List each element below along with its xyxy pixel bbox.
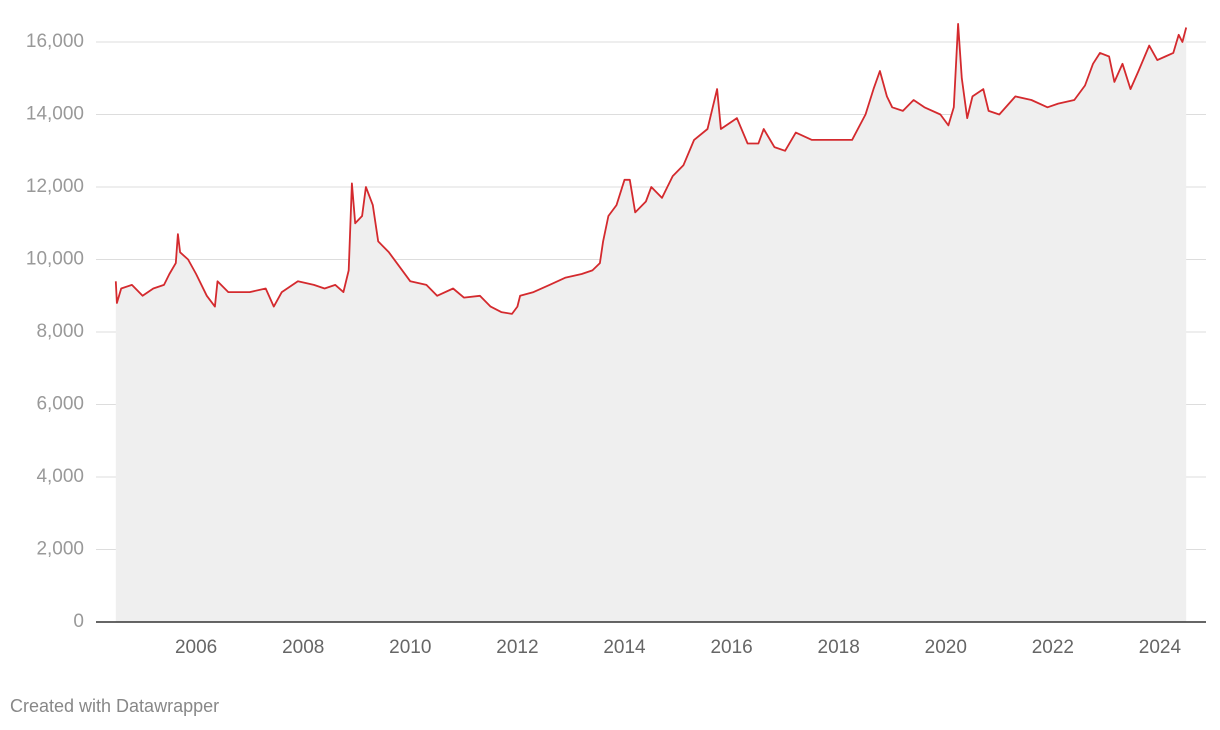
- x-tick-label: 2012: [496, 637, 538, 658]
- y-tick-label: 10,000: [26, 249, 84, 270]
- y-tick-label: 14,000: [26, 104, 84, 125]
- y-tick-label: 8,000: [36, 321, 84, 342]
- x-tick-label: 2020: [925, 637, 967, 658]
- y-tick-label: 4,000: [36, 466, 84, 487]
- area-fill: [115, 23, 1187, 622]
- y-tick-label: 0: [73, 611, 84, 632]
- y-tick-label: 2,000: [36, 539, 84, 560]
- x-tick-label: 2006: [175, 637, 217, 658]
- x-tick-label: 2022: [1032, 637, 1074, 658]
- x-tick-label: 2024: [1139, 637, 1182, 658]
- x-tick-label: 2018: [818, 637, 860, 658]
- y-tick-label: 16,000: [26, 31, 84, 52]
- credit: Created with Datawrapper: [10, 696, 219, 716]
- y-tick-label: 12,000: [26, 176, 84, 197]
- x-tick-label: 2010: [389, 637, 431, 658]
- y-tick-label: 6,000: [36, 394, 84, 415]
- price-line: [114, 23, 1188, 315]
- x-tick-label: 2014: [603, 637, 646, 658]
- x-tick-label: 2008: [282, 637, 324, 658]
- x-tick-label: 2016: [710, 637, 752, 658]
